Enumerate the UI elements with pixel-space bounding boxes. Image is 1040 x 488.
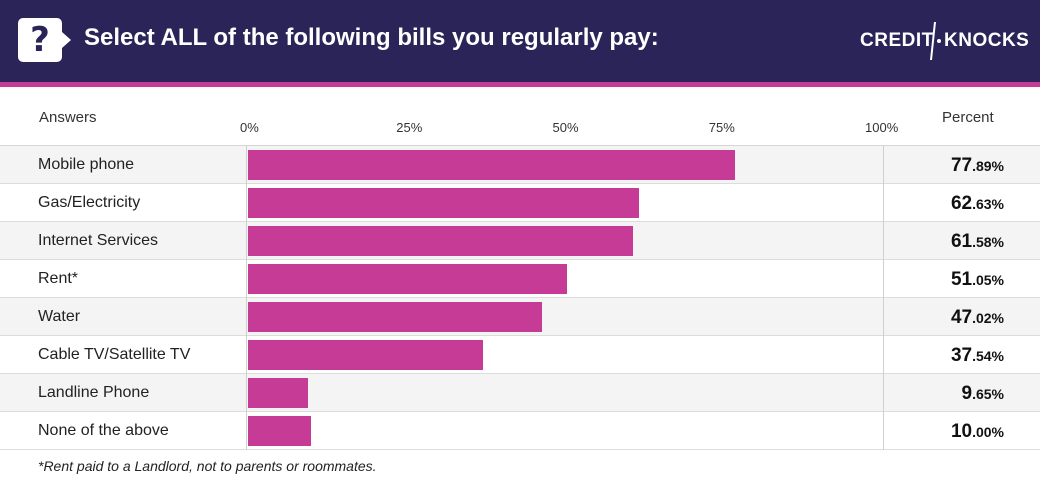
value-label-decimal: .58% bbox=[972, 234, 1004, 250]
category-label: Internet Services bbox=[38, 232, 159, 249]
value-label-decimal: .54% bbox=[972, 348, 1004, 364]
x-tick-label: 0% bbox=[240, 120, 259, 135]
value-label-decimal: .89% bbox=[972, 158, 1004, 174]
category-label: Mobile phone bbox=[38, 156, 135, 173]
logo-text-knocks: KNOCKS bbox=[944, 30, 1030, 51]
value-label-integer: 47 bbox=[950, 307, 973, 328]
question-icon-tail bbox=[62, 32, 71, 48]
value-label: 77.89% bbox=[951, 146, 1004, 184]
x-tick-label: 75% bbox=[708, 120, 735, 135]
value-label-integer: 77 bbox=[950, 155, 973, 176]
value-label: 9.65% bbox=[962, 374, 1005, 412]
x-tick-label: 100% bbox=[865, 120, 899, 135]
value-label-decimal: .63% bbox=[972, 196, 1004, 212]
chart-row: Mobile phone 77.89% bbox=[0, 146, 1040, 184]
logo-text-credit: CREDIT bbox=[860, 30, 934, 51]
category-label: Water bbox=[38, 308, 81, 325]
chart-row: Gas/Electricity 62.63% bbox=[0, 184, 1040, 222]
x-tick-label: 50% bbox=[552, 120, 579, 135]
bar bbox=[248, 340, 483, 370]
value-label-decimal: .05% bbox=[972, 272, 1004, 288]
value-label-integer: 10 bbox=[950, 421, 973, 442]
value-label-decimal: .65% bbox=[972, 386, 1004, 402]
question-icon: ? bbox=[18, 18, 71, 62]
chart-row: Internet Services 61.58% bbox=[0, 222, 1040, 260]
value-label: 61.58% bbox=[951, 222, 1004, 260]
creditknocks-logo: CREDIT KNOCKS bbox=[860, 22, 1029, 62]
axis-left-line bbox=[246, 146, 247, 450]
value-label: 47.02% bbox=[951, 298, 1004, 336]
category-label: None of the above bbox=[38, 422, 169, 439]
value-label-integer: 62 bbox=[950, 193, 973, 214]
value-label-decimal: .00% bbox=[972, 424, 1004, 440]
bar bbox=[248, 378, 309, 408]
value-label-integer: 61 bbox=[950, 231, 973, 252]
value-label: 62.63% bbox=[951, 184, 1004, 222]
chart-row: Cable TV/Satellite TV 37.54% bbox=[0, 336, 1040, 374]
percent-column-header: Percent bbox=[942, 109, 994, 126]
value-label: 37.54% bbox=[951, 336, 1004, 374]
chart-row: None of the above 10.00% bbox=[0, 412, 1040, 450]
bar bbox=[248, 188, 640, 218]
category-label: Rent* bbox=[38, 270, 79, 287]
footnote: *Rent paid to a Landlord, not to parents… bbox=[38, 458, 377, 474]
chart-row: Rent* 51.05% bbox=[0, 260, 1040, 298]
header-banner bbox=[0, 0, 1040, 82]
answers-column-header: Answers bbox=[39, 109, 97, 126]
bar bbox=[248, 226, 633, 256]
value-label-integer: 9 bbox=[961, 383, 973, 404]
logo-dot bbox=[937, 39, 941, 43]
bar bbox=[248, 150, 735, 180]
category-label: Gas/Electricity bbox=[38, 194, 141, 211]
bar bbox=[248, 416, 311, 446]
value-label-integer: 51 bbox=[950, 269, 973, 290]
value-label: 10.00% bbox=[951, 412, 1004, 450]
chart-row: Landline Phone 9.65% bbox=[0, 374, 1040, 412]
value-label-integer: 37 bbox=[950, 345, 973, 366]
chart-row: Water 47.02% bbox=[0, 298, 1040, 336]
category-label: Cable TV/Satellite TV bbox=[38, 346, 191, 363]
x-tick-label: 25% bbox=[396, 120, 423, 135]
value-label-decimal: .02% bbox=[972, 310, 1004, 326]
percent-divider-line bbox=[883, 146, 884, 450]
value-label: 51.05% bbox=[951, 260, 1004, 298]
chart-title: Select ALL of the following bills you re… bbox=[84, 24, 659, 51]
category-label: Landline Phone bbox=[38, 384, 150, 401]
question-mark: ? bbox=[30, 20, 50, 60]
bar bbox=[248, 302, 542, 332]
header-stripe bbox=[0, 82, 1040, 87]
bar bbox=[248, 264, 568, 294]
